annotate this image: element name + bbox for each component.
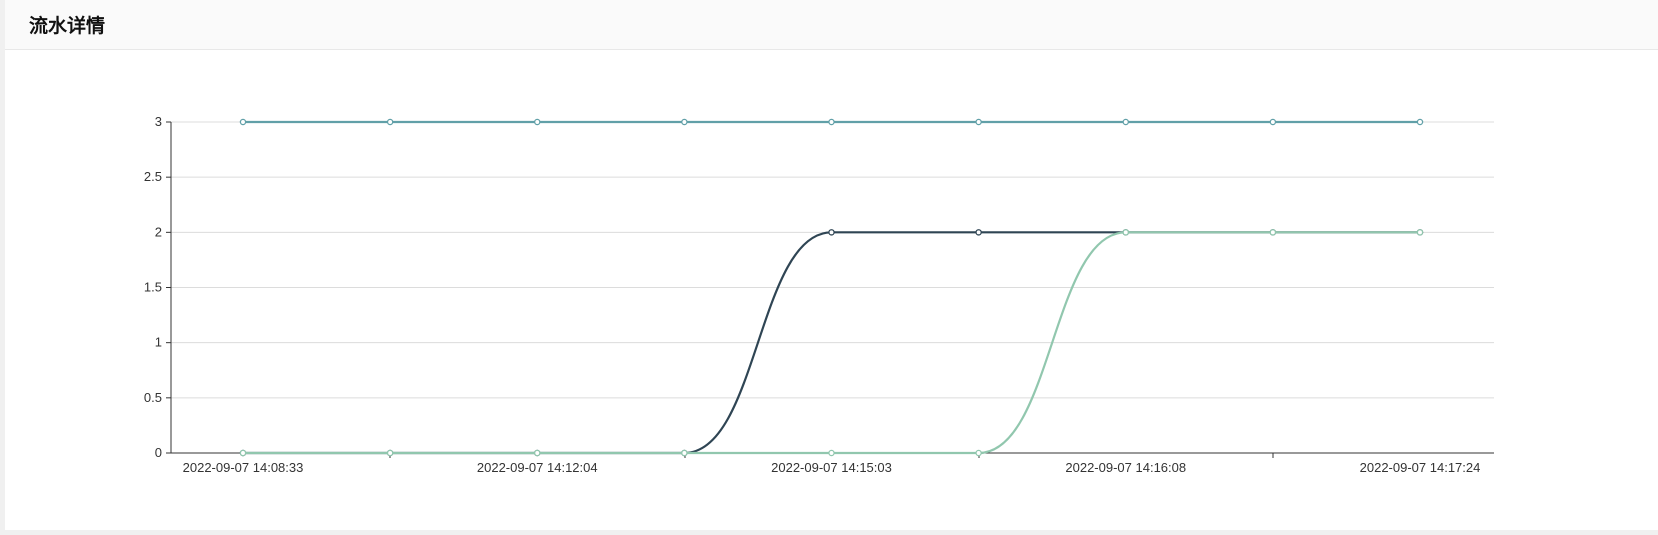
series-point	[534, 118, 541, 126]
series-point	[386, 118, 394, 126]
x-tick-label: 2022-09-07 14:15:03	[771, 460, 892, 475]
series-point	[828, 229, 835, 236]
y-tick-label: 1	[155, 335, 162, 350]
chart-panel: 流水详情 0 0.5 1 1.5 2 2.5 3 2022-09-07 14:08:33 202…	[5, 0, 1658, 530]
y-tick-label: 1.5	[144, 280, 162, 295]
y-tick-label: 2.5	[144, 169, 162, 184]
series-point	[1416, 118, 1424, 126]
y-tick-label: 3	[155, 114, 162, 129]
series-point	[534, 449, 541, 457]
series-point	[386, 449, 394, 457]
series-point	[828, 449, 835, 457]
series-point	[975, 118, 982, 126]
y-tick-label: 0.5	[144, 390, 162, 405]
x-tick-label: 2022-09-07 14:08:33	[183, 460, 304, 475]
series-point	[239, 449, 247, 457]
series-point	[681, 118, 688, 126]
panel-header: 流水详情	[5, 0, 1658, 50]
series-point	[1122, 118, 1130, 126]
x-tick-label: 2022-09-07 14:17:24	[1360, 460, 1481, 475]
series-point	[1416, 229, 1424, 236]
chart-container: 0 0.5 1 1.5 2 2.5 3 2022-09-07 14:08:33 2022-09-…	[5, 50, 1658, 530]
y-tick-label: 2	[155, 224, 162, 239]
x-tick-label: 2022-09-07 14:16:08	[1065, 460, 1186, 475]
series-point	[975, 229, 982, 236]
series-point	[1269, 118, 1277, 126]
series-point	[1269, 229, 1277, 236]
y-tick-label: 0	[155, 445, 162, 460]
series-point	[681, 449, 688, 457]
line-chart: 0 0.5 1 1.5 2 2.5 3 2022-09-07 14:08:33 2022-09-…	[144, 114, 1494, 475]
series-point	[239, 118, 247, 126]
series-point	[828, 118, 835, 126]
series-point	[975, 449, 982, 457]
series-point	[1122, 229, 1130, 236]
series-line-3	[243, 231, 1420, 455]
page-title: 流水详情	[29, 15, 106, 37]
x-tick-label: 2022-09-07 14:12:04	[477, 460, 598, 475]
